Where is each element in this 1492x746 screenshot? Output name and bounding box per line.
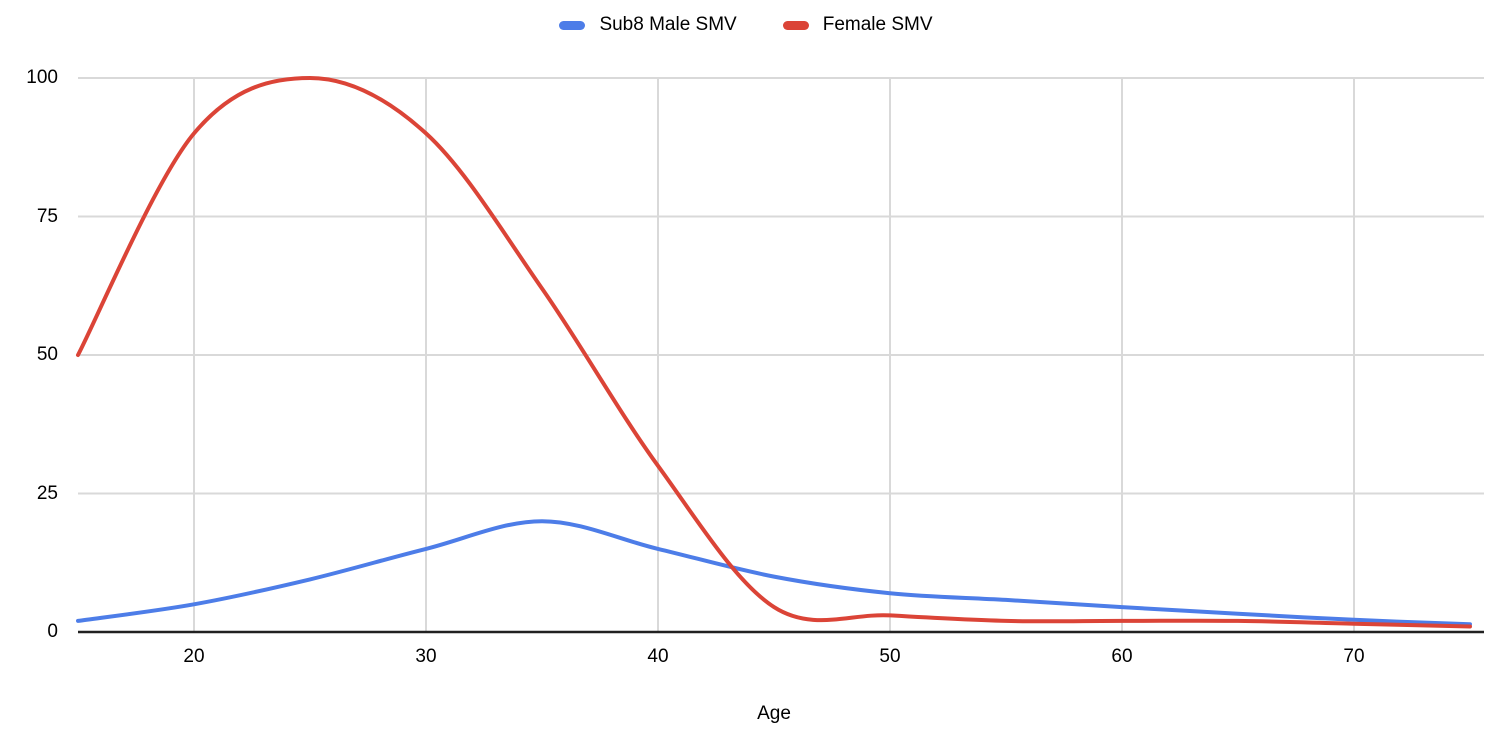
x-tick-label: 70 [1343,646,1365,667]
x-tick-label: 50 [879,646,901,667]
series-line-0 [76,519,1472,627]
x-tick-label: 30 [415,646,437,667]
x-axis-title: Age [757,703,791,724]
legend-swatch-sub8-male-smv [559,20,586,30]
y-tick-label: 25 [36,482,58,504]
legend: Sub8 Male SMV Female SMV [0,10,1492,40]
y-tick-label: 50 [36,344,58,365]
legend-item-sub8-male-smv: Sub8 Male SMV [559,14,737,36]
x-tick-label: 20 [183,646,205,667]
legend-label-sub8-male-smv: Sub8 Male SMV [599,14,737,35]
series-line-1 [76,76,1472,629]
y-tick-label: 100 [26,67,58,88]
legend-item-female-smv: Female SMV [782,14,933,36]
y-tick-label: 0 [47,621,58,642]
legend-label-female-smv: Female SMV [822,14,933,35]
x-tick-label: 60 [1111,646,1133,667]
x-tick-label: 40 [647,646,669,667]
y-tick-label: 75 [36,205,58,227]
legend-swatch-female-smv [782,20,809,30]
